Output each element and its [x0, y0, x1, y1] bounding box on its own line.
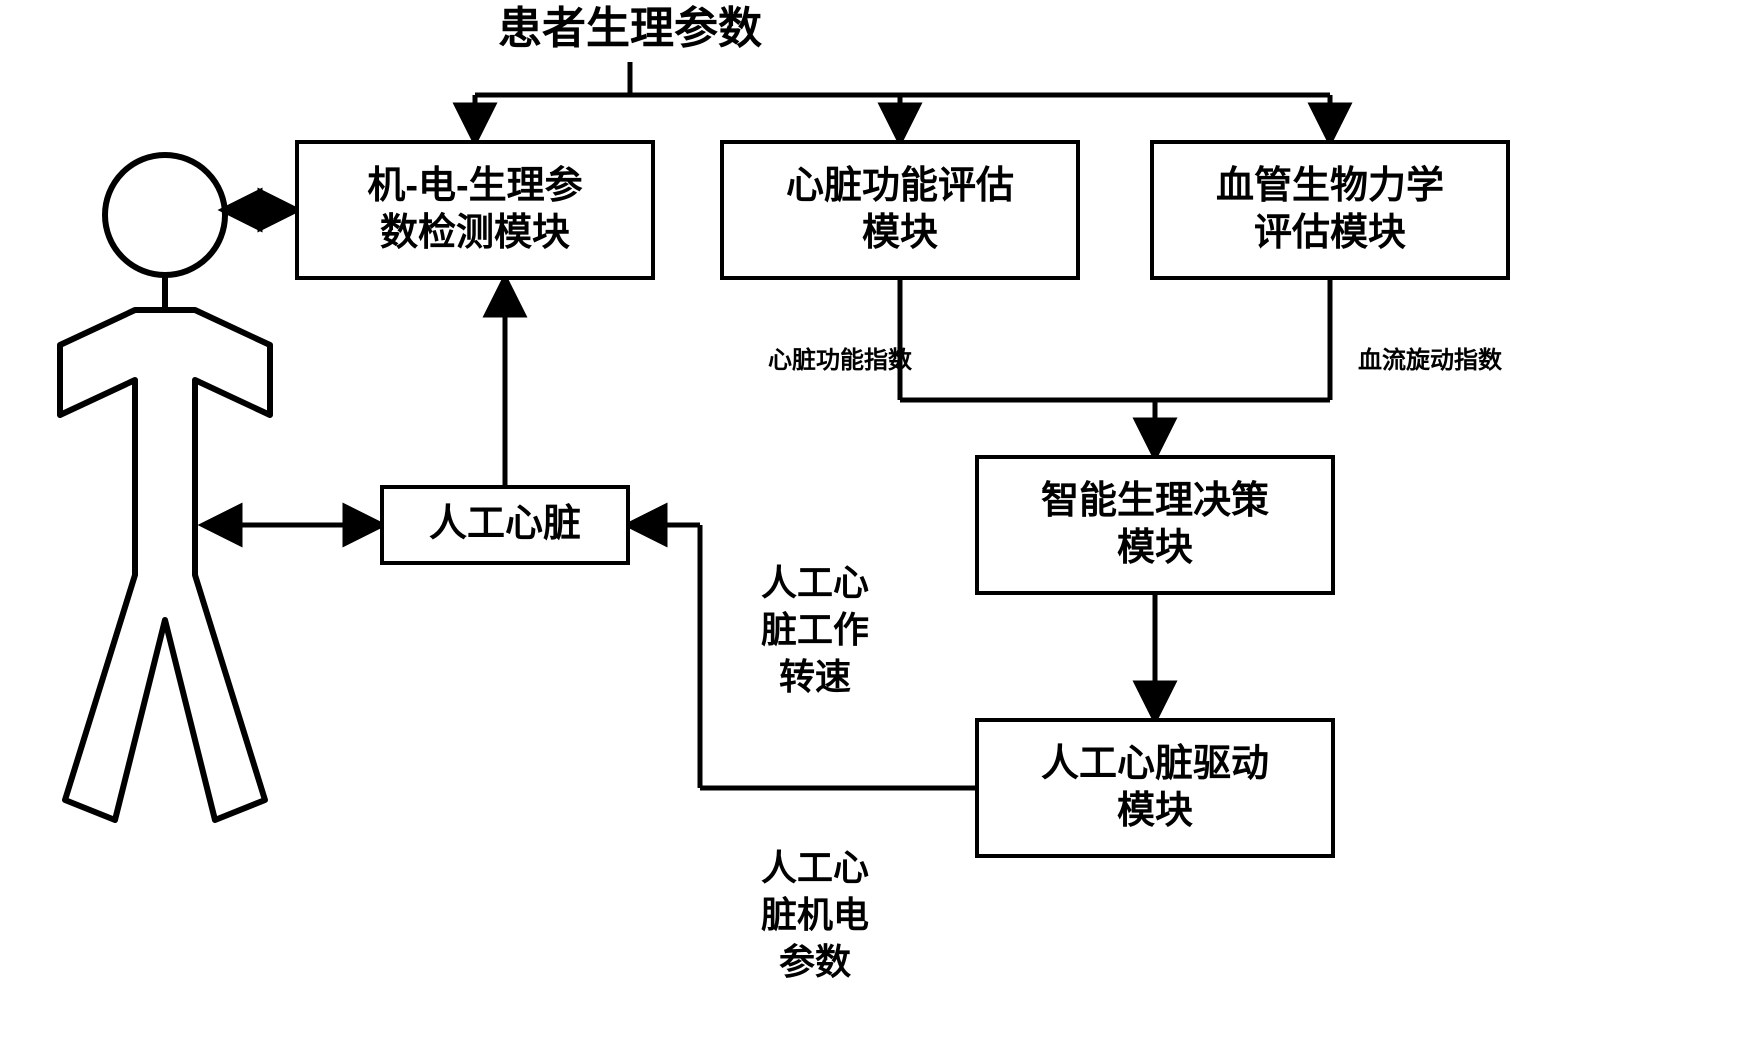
label-elec-params: 人工心脏机电参数	[720, 845, 910, 985]
node-cardiac-eval-module: 心脏功能评估模块	[720, 140, 1080, 280]
label-work-speed: 人工心脏工作转速	[720, 560, 910, 700]
diagram-canvas: 患者生理参数 机-电-生理参数检测模块 心脏功能评估模块 血管生物力学评估模块 …	[0, 0, 1755, 1062]
label-vortex-index: 血流旋动指数	[1310, 340, 1550, 375]
node-vascular-eval-module: 血管生物力学评估模块	[1150, 140, 1510, 280]
node-decision-module: 智能生理决策模块	[975, 455, 1335, 595]
title-patient-params: 患者生理参数	[370, 0, 890, 62]
node-drive-module: 人工心脏驱动模块	[975, 718, 1335, 858]
node-artificial-heart: 人工心脏	[380, 485, 630, 565]
node-detection-module: 机-电-生理参数检测模块	[295, 140, 655, 280]
label-cardiac-index: 心脏功能指数	[720, 340, 960, 375]
